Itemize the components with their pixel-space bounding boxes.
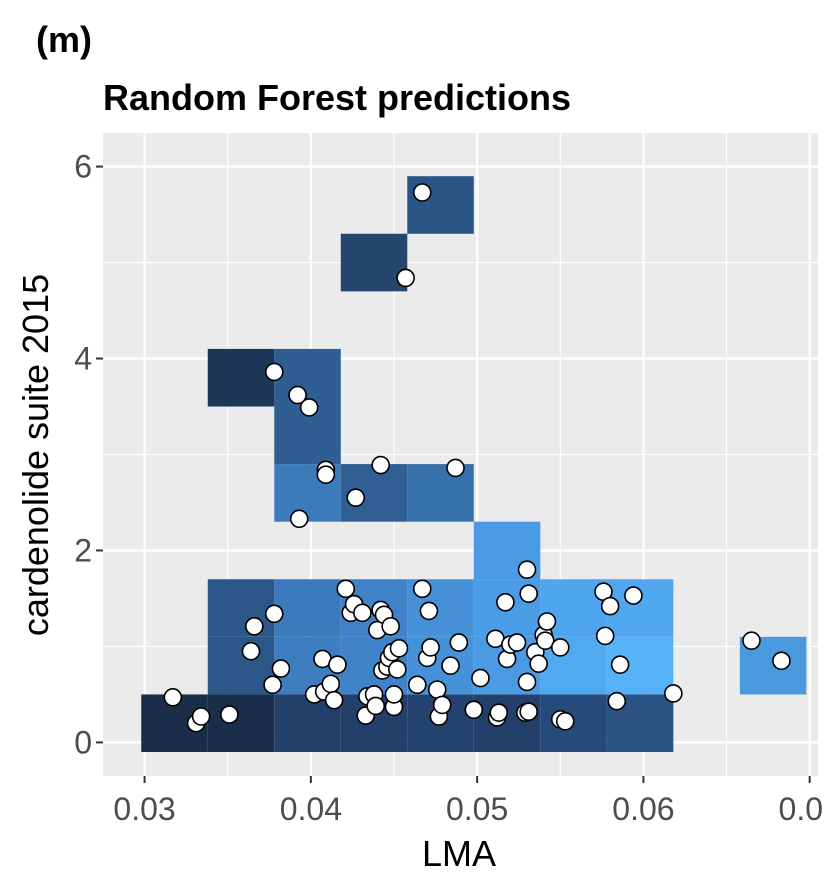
observation-point: [353, 603, 372, 623]
prediction-tile: [274, 348, 341, 407]
observation-point: [389, 639, 409, 658]
observation-point: [529, 654, 548, 674]
observation-point: [446, 458, 465, 478]
observation-point: [263, 675, 282, 695]
observation-point: [316, 465, 336, 484]
observed-points: [163, 183, 791, 733]
observation-point: [220, 705, 239, 724]
prediction-tile: [407, 464, 474, 522]
observation-point: [381, 616, 400, 636]
observation-point: [336, 579, 356, 599]
observation-point: [163, 688, 183, 707]
observation-point: [607, 691, 627, 711]
observation-point: [555, 711, 575, 731]
observation-point: [384, 685, 404, 704]
observation-point: [519, 584, 538, 603]
observation-point: [432, 695, 452, 715]
observation-point: [471, 668, 490, 688]
chart-title: Random Forest predictions: [103, 77, 571, 118]
observation-point: [407, 675, 427, 695]
observation-point: [489, 703, 509, 722]
observation-point: [537, 612, 557, 631]
y-tick-label: 0: [74, 724, 92, 760]
observation-point: [550, 638, 570, 657]
observation-point: [371, 455, 390, 475]
observation-point: [191, 707, 211, 726]
observation-point: [324, 690, 344, 710]
prediction-tile: [207, 636, 275, 695]
observation-point: [419, 601, 439, 621]
observation-point: [321, 674, 341, 694]
observation-point: [600, 596, 620, 616]
observation-point: [396, 268, 415, 288]
observation-point: [412, 579, 432, 599]
observation-point: [264, 604, 284, 624]
y-tick-label: 2: [74, 532, 92, 568]
y-axis-title: cardenolide suite 2015: [15, 274, 56, 636]
x-axis-title: LMA: [422, 833, 496, 874]
observation-point: [412, 183, 432, 202]
observation-point: [288, 385, 307, 405]
prediction-tile: [340, 233, 408, 292]
observation-point: [245, 616, 264, 636]
observation-point: [519, 702, 538, 722]
observation-point: [346, 488, 366, 507]
y-tick-label: 6: [74, 149, 92, 185]
observation-point: [299, 398, 319, 417]
observation-point: [328, 655, 347, 674]
prediction-tiles: [141, 176, 807, 753]
y-tick-label: 4: [74, 341, 92, 377]
observation-point: [517, 672, 537, 692]
observation-point: [264, 362, 284, 382]
observation-point: [388, 660, 407, 679]
observation-point: [427, 680, 447, 699]
observation-point: [289, 509, 309, 529]
panel-label: (m): [36, 19, 92, 60]
observation-point: [449, 633, 469, 652]
observation-point: [742, 631, 761, 650]
observation-point: [241, 641, 261, 661]
prediction-tile: [207, 579, 275, 637]
x-tick-label: 0.03: [113, 791, 175, 827]
observation-point: [595, 626, 615, 646]
observation-point: [441, 656, 460, 675]
observation-point: [366, 696, 385, 716]
observation-point: [536, 631, 555, 650]
x-tick-label: 0.04: [280, 791, 342, 827]
observation-point: [664, 684, 683, 703]
observation-point: [421, 638, 440, 657]
prediction-tile: [207, 348, 275, 407]
observation-point: [772, 651, 791, 671]
observation-point: [517, 560, 537, 579]
observation-point: [624, 586, 643, 605]
prediction-tile: [274, 579, 341, 637]
x-tick-label: 0.07: [779, 791, 824, 827]
axes: 0.03 0.04 0.05 0.06 0.07 0 2 4 6: [74, 149, 824, 827]
x-tick-label: 0.06: [612, 791, 674, 827]
observation-point: [271, 659, 291, 678]
observation-point: [496, 592, 515, 612]
prediction-tile: [207, 694, 275, 753]
observation-point: [507, 633, 527, 652]
observation-point: [464, 700, 484, 720]
x-tick-label: 0.05: [446, 791, 508, 827]
observation-point: [610, 655, 630, 674]
